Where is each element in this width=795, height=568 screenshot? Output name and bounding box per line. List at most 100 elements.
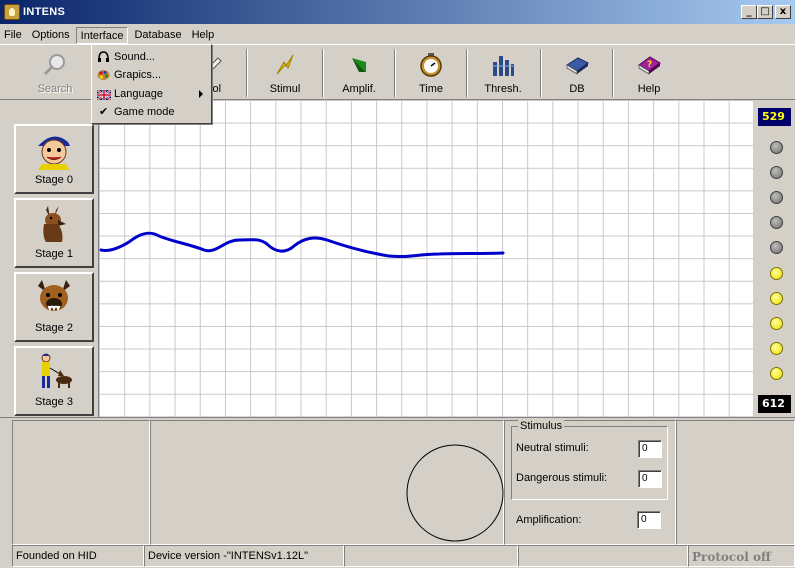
menu-item-graphics-label: Grapics... (114, 69, 162, 81)
menu-options[interactable]: Options (31, 28, 70, 41)
menu-item-language-label: Language (114, 88, 163, 100)
indicator-panel: 529 612 (756, 100, 795, 417)
minimize-button[interactable]: _ (741, 5, 757, 19)
toolbar-separator (540, 49, 542, 97)
menu-interface[interactable]: Interface (75, 26, 129, 44)
dangerous-stimuli-value: 0 (638, 470, 662, 488)
bottom-stimulus-panel (504, 420, 676, 545)
signal-plot (98, 100, 753, 417)
toolbar: Search ocol Stimul Amplif. (0, 44, 795, 100)
indicator-led (770, 216, 783, 229)
status-founded: Founded on HID (12, 545, 144, 567)
menu-bar: File Options Interface Database Help (0, 26, 220, 44)
man-with-dog-icon (34, 352, 74, 392)
database-book-icon (563, 51, 591, 79)
amplif-label: Amplif. (342, 83, 376, 95)
app-icon[interactable] (4, 4, 20, 20)
indicator-led (770, 317, 783, 330)
close-button[interactable]: x (775, 5, 791, 19)
indicator-led (770, 342, 783, 355)
amplification-value: 0 (637, 511, 661, 529)
bottom-right-panel (676, 420, 795, 545)
stage-1-button[interactable]: Stage 1 (14, 198, 94, 268)
db-button[interactable]: DB (542, 49, 612, 97)
menu-item-graphics[interactable]: Grapics... (94, 66, 209, 84)
stage-3-label: Stage 3 (35, 396, 73, 408)
magnifier-icon (41, 51, 69, 79)
window-title: INTENS (23, 6, 66, 18)
search-button[interactable]: Search (20, 49, 90, 97)
dangerous-stimuli-label: Dangerous stimuli: (516, 472, 608, 484)
help-book-icon: ? (635, 51, 663, 79)
dog-head-icon (34, 278, 74, 318)
time-button[interactable]: Time (396, 49, 466, 97)
menu-item-language[interactable]: Language (94, 85, 209, 103)
window-controls: _ □ x (741, 5, 791, 19)
indicator-led (770, 191, 783, 204)
palette-icon (97, 69, 110, 81)
status-protocol: Protocol off (688, 545, 795, 567)
top-counter: 529 (758, 108, 791, 126)
db-label: DB (569, 83, 585, 95)
stage-2-label: Stage 2 (35, 322, 73, 334)
uk-flag-icon (96, 88, 112, 101)
time-label: Time (418, 83, 444, 95)
indicator-led (770, 166, 783, 179)
menu-item-game-mode-label: Game mode (114, 106, 175, 118)
stimulus-circle (406, 444, 504, 542)
amplifier-icon (345, 51, 373, 79)
stimulus-group: Stimulus Neutral stimuli: 0 Dangerous st… (511, 420, 668, 500)
threshold-bars-icon (489, 51, 517, 79)
toolbar-separator (466, 49, 468, 97)
amplif-button[interactable]: Amplif. (324, 49, 394, 97)
amplification-label: Amplification: (516, 514, 582, 526)
bottom-left-panel (12, 420, 150, 545)
neutral-stimuli-value: 0 (638, 440, 662, 458)
svg-text:?: ? (647, 60, 652, 70)
maximize-button[interactable]: □ (757, 5, 773, 19)
menu-file[interactable]: File (4, 28, 22, 41)
menu-item-game-mode[interactable]: ✔ Game mode (94, 103, 209, 121)
indicator-led (770, 241, 783, 254)
toolbar-separator (322, 49, 324, 97)
stage-1-label: Stage 1 (35, 248, 73, 260)
status-cell-3 (344, 545, 518, 567)
indicator-led (770, 267, 783, 280)
menu-help[interactable]: Help (191, 28, 215, 41)
checkmark-icon: ✔ (99, 106, 109, 118)
help-label: Help (637, 83, 661, 95)
submenu-arrow-icon (199, 90, 203, 98)
bottom-counter: 612 (758, 395, 791, 413)
status-bar: Founded on HID Device version -"INTENSv1… (0, 544, 795, 568)
stimul-label: Stimul (269, 83, 301, 95)
stage-3-button[interactable]: Stage 3 (14, 346, 94, 416)
indicator-led (770, 292, 783, 305)
bottom-center-panel (150, 420, 504, 545)
indicator-led (770, 141, 783, 154)
stimul-button[interactable]: Stimul (250, 49, 320, 97)
lightning-icon (271, 51, 299, 79)
menu-database[interactable]: Database (134, 28, 182, 41)
bottom-panel: Stimulus Neutral stimuli: 0 Dangerous st… (0, 417, 795, 545)
headphones-icon (97, 51, 110, 63)
thresh-button[interactable]: Thresh. (468, 49, 538, 97)
toolbar-separator (612, 49, 614, 97)
boy-face-icon (34, 130, 74, 170)
stage-0-button[interactable]: Stage 0 (14, 124, 94, 194)
menu-item-sound[interactable]: Sound... (94, 48, 209, 66)
stimulus-legend: Stimulus (518, 420, 565, 432)
help-button[interactable]: ? Help (614, 49, 684, 97)
menu-item-sound-label: Sound... (114, 51, 155, 63)
interface-dropdown-menu: Sound... Grapics... Language ✔ Game mode (91, 44, 212, 124)
signal-trace (99, 231, 505, 259)
status-cell-4 (518, 545, 688, 567)
stopwatch-icon (417, 51, 445, 79)
stage-2-button[interactable]: Stage 2 (14, 272, 94, 342)
stage-0-label: Stage 0 (35, 174, 73, 186)
status-device-version: Device version -"INTENSv1.12L" (144, 545, 344, 567)
search-label: Search (37, 83, 73, 95)
thresh-label: Thresh. (484, 83, 522, 95)
title-bar[interactable]: INTENS _ □ x (0, 0, 795, 24)
indicator-led (770, 367, 783, 380)
